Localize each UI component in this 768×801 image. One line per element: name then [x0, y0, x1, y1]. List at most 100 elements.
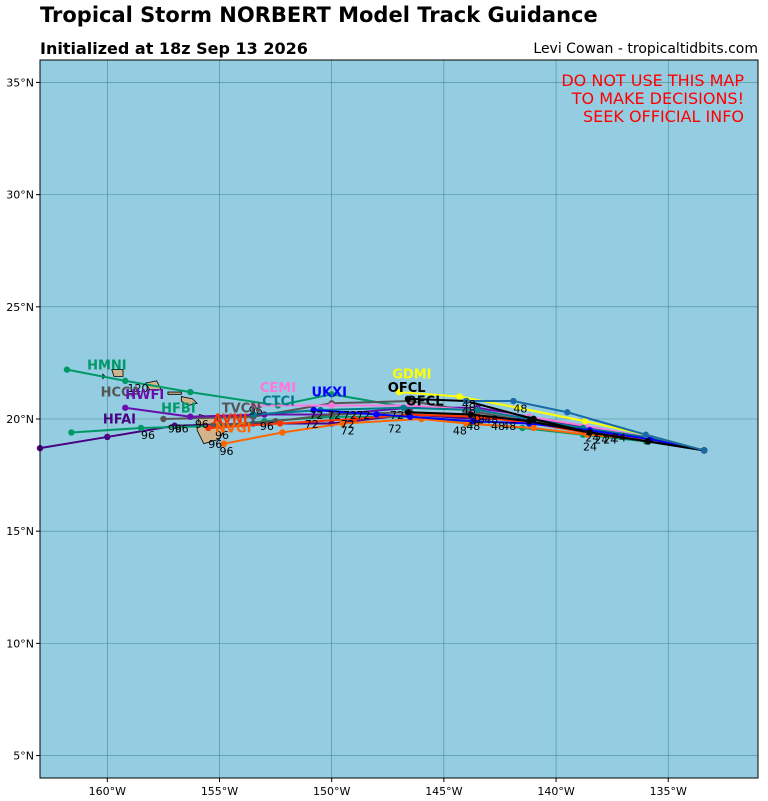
map-credit: Levi Cowan - tropicaltidbits.com	[533, 41, 758, 57]
track-label-GDMI: GDMI	[392, 368, 431, 383]
forecast-hour-label: 48	[466, 420, 480, 433]
track-CTCI	[253, 406, 705, 452]
forecast-hour-label: 24	[594, 434, 608, 447]
track-point-HCCA	[160, 415, 167, 423]
map-frame	[39, 59, 759, 779]
forecast-hour-label: 72	[341, 418, 355, 431]
track-label-OFCL-1: OFCL	[388, 381, 426, 396]
forecast-hour-label: 72	[343, 409, 357, 422]
island-kauai	[111, 369, 124, 377]
track-point-GDMI	[395, 388, 403, 396]
track-point-NVGI	[339, 420, 347, 427]
track-label-CEMI: CEMI	[260, 381, 296, 396]
track-point-HFAI	[104, 433, 111, 441]
track-point-AVNI	[350, 415, 358, 423]
track-label-CTCI: CTCI	[262, 395, 295, 410]
track-point-teal-east	[700, 447, 708, 454]
island-molokai	[167, 391, 182, 395]
track-point-CEMI	[249, 402, 257, 409]
track-label-UKXI: UKXI	[311, 386, 347, 401]
forecast-hour-label: 24	[583, 440, 597, 453]
track-point-teal-east	[463, 397, 470, 405]
track-point-teal-east	[510, 397, 517, 405]
y-tick-label: 35°N	[6, 76, 34, 89]
forecast-hour-label: 48	[502, 420, 516, 433]
island-maui	[180, 396, 198, 406]
track-point-NVGI	[530, 424, 537, 432]
axes-layer: 160°W 155°W 150°W 145°W 140°W 135°W 5°N 10°N 15°…	[6, 76, 687, 798]
forecast-hour-label: 48	[471, 413, 485, 426]
y-tick-label: 15°N	[6, 525, 34, 538]
track-label-OFCL-2: OFCL	[406, 395, 444, 410]
track-point-teal-east	[564, 409, 571, 416]
forecast-hour-label: 120	[128, 382, 149, 395]
forecast-hour-label: 96	[260, 420, 274, 433]
land-layer	[102, 369, 225, 445]
track-point-OFCL-2	[644, 438, 652, 445]
y-tick-label: 25°N	[6, 301, 34, 314]
forecast-hour-label: 24	[603, 434, 617, 447]
x-tick-label: 135°W	[650, 785, 687, 798]
forecast-hour-label: 96	[168, 422, 182, 435]
forecast-hour-label: 72	[390, 409, 404, 422]
forecast-hour-label: 72	[356, 409, 370, 422]
warning-line-2: TO MAKE DECISIONS!	[571, 89, 744, 108]
warning-line-3: SEEK OFFICIAL INFO	[583, 107, 744, 126]
x-tick-label: 155°W	[201, 785, 238, 798]
track-point-HWFI	[122, 404, 129, 411]
y-tick-label: 20°N	[6, 413, 34, 426]
x-tick-label: 150°W	[313, 785, 350, 798]
track-label-HFAI: HFAI	[103, 412, 136, 427]
forecast-hour-label: 96	[175, 422, 189, 435]
track-point-UKXI	[310, 406, 317, 414]
track-point-OFCL-1	[404, 395, 412, 403]
track-point-HMNI	[63, 366, 71, 373]
track-point-HWFI	[187, 413, 194, 420]
track-UKXI	[313, 409, 705, 452]
forecast-hour-label: 48	[453, 425, 467, 438]
forecast-hour-label: 96	[141, 429, 155, 442]
map-title: Tropical Storm NORBERT Model Track Guida…	[40, 3, 598, 27]
forecast-hour-label: 48	[491, 420, 505, 433]
track-point-HMNI	[122, 377, 129, 385]
track-OFCL-2	[407, 411, 705, 452]
warning-line-1: DO NOT USE THIS MAP	[561, 71, 744, 90]
track-point-HMNI	[328, 391, 335, 398]
track-point-GDMI	[514, 404, 522, 411]
track-point-CTCI	[400, 404, 407, 411]
track-point-TVCN	[328, 411, 335, 418]
forecast-hour-label: 24	[612, 431, 626, 444]
track-point-HMNI	[187, 388, 194, 396]
forecast-hour-label: 72	[341, 425, 355, 438]
x-tick-label: 160°W	[89, 785, 126, 798]
y-tick-label: 30°N	[6, 189, 34, 202]
track-label-HFBI: HFBI	[161, 401, 196, 416]
x-tick-label: 145°W	[425, 785, 462, 798]
track-point-OFCL-2	[525, 418, 533, 425]
track-point-AVNI	[276, 420, 284, 427]
forecast-hour-label: 72	[388, 422, 402, 435]
map-subtitle: Initialized at 18z Sep 13 2026	[40, 39, 308, 58]
track-point-OFCL-2	[404, 409, 412, 416]
track-label-AVNI: AVNI	[213, 412, 248, 427]
forecast-hour-label: 24	[585, 431, 599, 444]
forecast-hour-label: 48	[484, 413, 498, 426]
track-point-NVGI	[279, 429, 286, 436]
track-label-NVGI: NVGI	[215, 421, 251, 436]
track-point-GDMI	[456, 393, 463, 400]
forecast-hour-label: 72	[309, 409, 323, 422]
forecast-hour-label: 72	[305, 418, 319, 431]
track-point-HFBI	[137, 424, 145, 432]
track-point-CTCI	[474, 406, 481, 414]
track-point-CEMI	[328, 402, 335, 409]
track-point-UKXI	[373, 411, 380, 418]
track-point-CTCI	[249, 411, 257, 418]
track-point-OFCL-2	[586, 429, 593, 436]
track-point-teal-east	[642, 431, 650, 438]
track-point-UKXI	[469, 418, 477, 425]
warning-box: DO NOT USE THIS MAP TO MAKE DECISIONS! S…	[561, 72, 744, 126]
track-point-OFCL-2	[467, 411, 474, 418]
